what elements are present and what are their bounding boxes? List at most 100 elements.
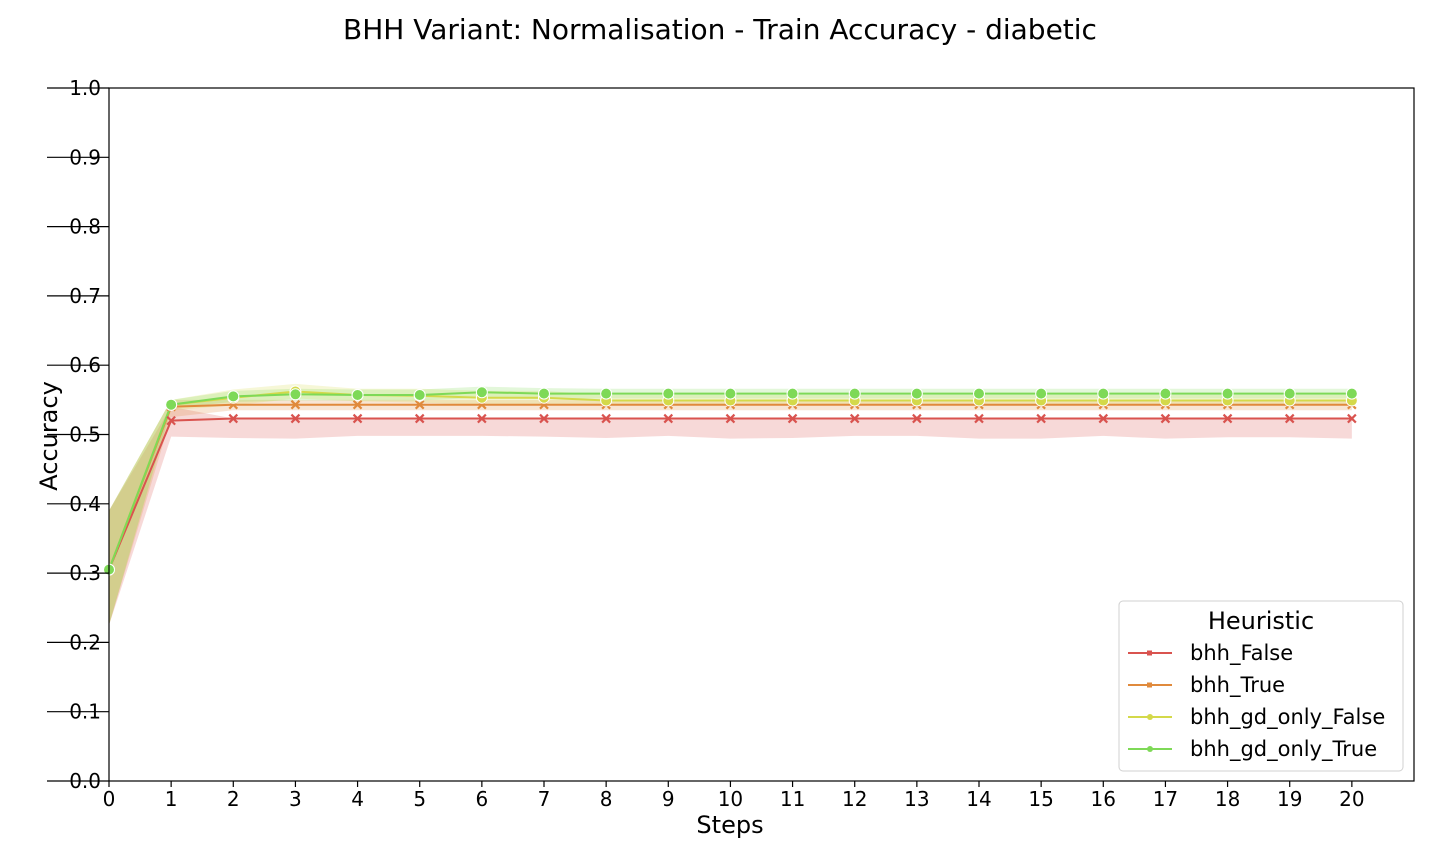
legend-marker	[1147, 650, 1152, 656]
data-point-bhh_gd_only_True	[848, 387, 861, 400]
y-tick-label: 0.3	[69, 561, 101, 585]
data-point-bhh_True	[414, 399, 425, 410]
data-point-bhh_False	[974, 413, 984, 424]
y-tick-label: 0.9	[69, 145, 101, 169]
data-point-bhh_gd_only_True	[413, 388, 426, 401]
y-tick-label: 0.0	[69, 769, 101, 793]
data-point-bhh_gd_only_True	[600, 387, 613, 400]
data-point-bhh_False	[539, 413, 549, 424]
legend-label: bhh_False	[1190, 641, 1293, 666]
confidence-band-bhh_False	[109, 406, 1352, 626]
legend-marker	[1147, 714, 1153, 720]
legend-title: Heuristic	[1208, 607, 1314, 635]
x-tick-label: 2	[227, 787, 240, 811]
data-point-bhh_False	[352, 413, 363, 424]
x-axis: 0 1 2 3 4 5 6 7 8 9 10 11 12 13 14 15 16 17 18 19 20	[103, 781, 1365, 811]
data-point-bhh_False	[1347, 413, 1357, 424]
data-point-bhh_gd_only_True	[973, 387, 985, 400]
x-tick-label: 18	[1215, 787, 1240, 811]
data-point-bhh_gd_only_True	[1221, 387, 1234, 400]
data-point-bhh_gd_only_True	[1097, 387, 1110, 400]
y-axis: 0.0 0.1 0.2 0.3 0.4 0.5 0.6 0.7 0.8 0.9 1.0	[47, 76, 109, 793]
x-tick-label: 10	[718, 787, 743, 811]
y-tick-label: 0.8	[69, 215, 101, 239]
legend-item-bhh_False: bhh_False	[1128, 641, 1293, 666]
x-tick-label: 7	[538, 787, 551, 811]
data-point-bhh_gd_only_True	[538, 387, 550, 400]
data-point-bhh_True	[290, 399, 301, 410]
data-point-bhh_gd_only_True	[1035, 387, 1048, 400]
y-axis-label: Accuracy	[35, 381, 63, 491]
data-point-bhh_False	[1036, 413, 1046, 424]
x-tick-label: 14	[966, 787, 991, 811]
data-point-bhh_gd_only_True	[165, 398, 178, 411]
data-point-bhh_False	[663, 413, 674, 424]
data-point-bhh_gd_only_True	[724, 387, 737, 400]
x-tick-label: 4	[351, 787, 364, 811]
confidence-bands	[109, 383, 1352, 626]
data-point-bhh_False	[787, 413, 798, 424]
legend-marker	[1147, 746, 1153, 752]
x-axis-label: Steps	[696, 811, 763, 839]
x-tick-label: 3	[289, 787, 302, 811]
legend-label: bhh_gd_only_False	[1190, 705, 1385, 730]
y-tick-label: 0.5	[69, 423, 101, 447]
x-tick-label: 1	[165, 787, 178, 811]
x-tick-label: 5	[413, 787, 426, 811]
x-tick-label: 20	[1339, 787, 1364, 811]
data-point-bhh_False	[414, 413, 425, 424]
y-tick-label: 0.4	[69, 492, 101, 516]
x-tick-label: 15	[1028, 787, 1053, 811]
data-point-bhh_False	[1098, 413, 1109, 424]
data-point-bhh_False	[166, 415, 176, 426]
y-tick-label: 1.0	[69, 76, 101, 100]
data-point-bhh_False	[1222, 413, 1233, 424]
data-point-bhh_True	[352, 399, 363, 410]
data-point-bhh_False	[1160, 413, 1171, 424]
data-point-bhh_False	[477, 413, 487, 424]
series-markers	[103, 385, 1358, 576]
data-point-bhh_gd_only_True	[227, 390, 240, 403]
data-point-bhh_False	[912, 413, 922, 424]
legend-item-bhh_True: bhh_True	[1128, 673, 1285, 698]
data-point-bhh_gd_only_True	[1345, 387, 1358, 400]
data-point-bhh_False	[725, 413, 736, 424]
legend-label: bhh_gd_only_True	[1190, 737, 1377, 762]
data-point-bhh_False	[849, 413, 860, 424]
x-tick-label: 0	[103, 787, 116, 811]
data-point-bhh_False	[1284, 413, 1295, 424]
legend: Heuristic bhh_False bhh_True bhh_gd_only_F…	[1118, 600, 1404, 772]
x-tick-label: 11	[780, 787, 805, 811]
legend-items: bhh_False bhh_True bhh_gd_only_False bhh_gd…	[1128, 641, 1385, 762]
legend-item-bhh_gd_only_False: bhh_gd_only_False	[1128, 705, 1385, 730]
data-point-bhh_False	[228, 413, 239, 424]
legend-box	[1118, 600, 1404, 772]
x-tick-label: 19	[1277, 787, 1302, 811]
data-point-bhh_gd_only_True	[351, 388, 364, 401]
data-point-bhh_gd_only_True	[1159, 387, 1172, 400]
legend-item-bhh_gd_only_True: bhh_gd_only_True	[1128, 737, 1377, 762]
data-point-bhh_gd_only_True	[662, 387, 675, 400]
x-tick-label: 9	[662, 787, 675, 811]
x-tick-label: 8	[600, 787, 613, 811]
chart-title: BHH Variant: Normalisation - Train Accur…	[343, 13, 1097, 46]
x-tick-label: 12	[842, 787, 867, 811]
legend-label: bhh_True	[1190, 673, 1285, 698]
x-tick-label: 6	[475, 787, 488, 811]
y-tick-label: 0.1	[69, 700, 101, 724]
legend-marker	[1147, 682, 1152, 688]
series-line-bhh_False	[108, 417, 1352, 571]
data-point-bhh_gd_only_True	[475, 386, 488, 399]
data-point-bhh_gd_only_True	[289, 388, 302, 401]
data-point-bhh_gd_only_True	[1283, 387, 1296, 400]
x-tick-label: 16	[1091, 787, 1116, 811]
data-point-bhh_gd_only_True	[786, 387, 799, 400]
data-point-bhh_False	[601, 413, 611, 424]
y-tick-label: 0.2	[69, 630, 101, 654]
y-tick-label: 0.6	[69, 353, 101, 377]
x-tick-label: 17	[1153, 787, 1178, 811]
x-tick-label: 13	[904, 787, 929, 811]
data-point-bhh_False	[290, 413, 301, 424]
data-point-bhh_gd_only_True	[910, 387, 923, 400]
